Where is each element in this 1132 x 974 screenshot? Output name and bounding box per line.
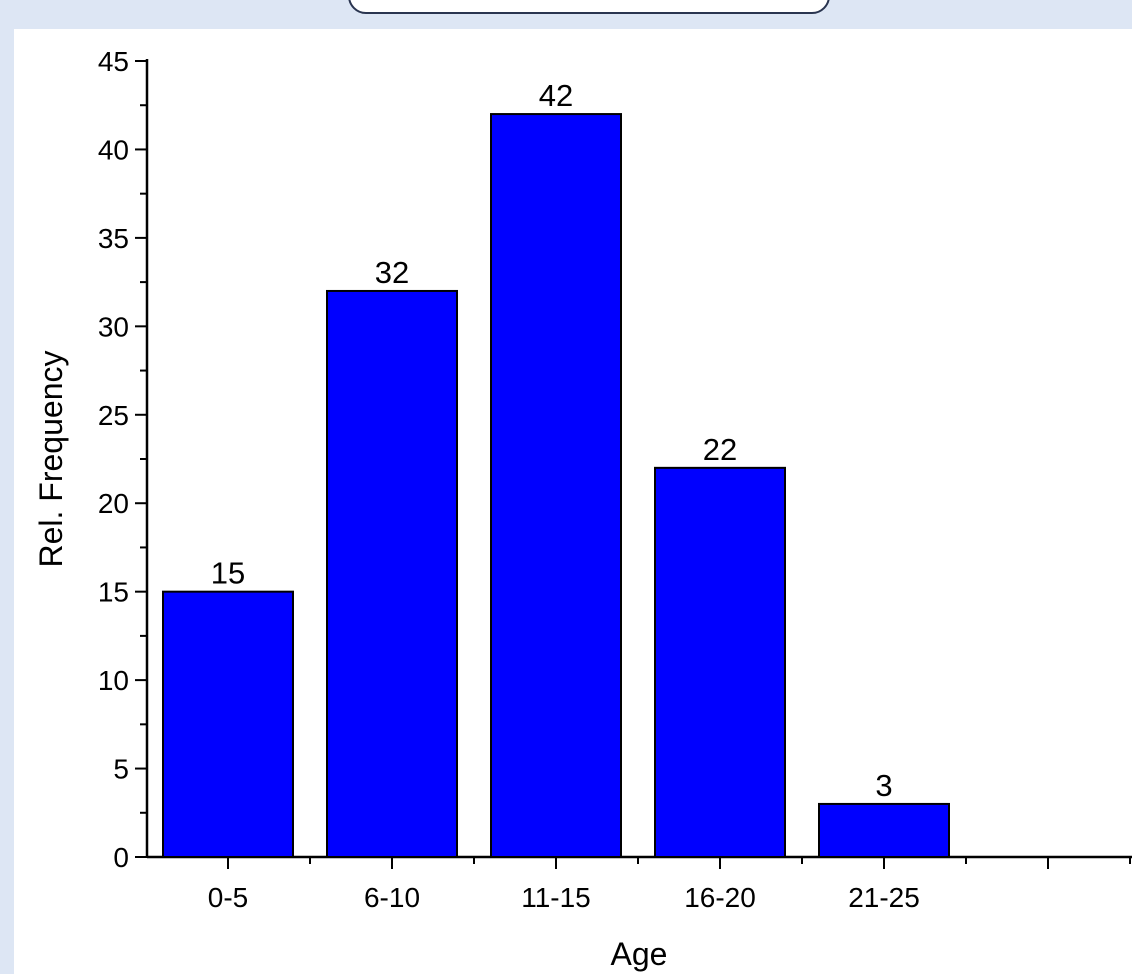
bar-11-15 xyxy=(490,113,622,859)
bar-6-10 xyxy=(326,289,458,858)
y-tick-label: 20 xyxy=(98,488,129,519)
x-tick-label: 16-20 xyxy=(684,882,756,913)
data-label-11-15: 42 xyxy=(539,78,573,113)
x-tick-label: 6-10 xyxy=(364,882,420,913)
bar-0-5 xyxy=(162,590,294,859)
data-label-0-5: 15 xyxy=(211,556,245,591)
y-tick-label: 5 xyxy=(113,754,129,785)
bar-21-25 xyxy=(818,802,950,859)
y-tick-label: 25 xyxy=(98,400,129,431)
chart-canvas: 0 5 10 15 20 25 30 35 40 45 0-5 6-10 11-15 16-20 21-25… xyxy=(14,29,1132,974)
y-tick-label: 10 xyxy=(98,665,129,696)
bars xyxy=(162,113,950,859)
y-tick-label: 45 xyxy=(98,46,129,77)
y-tick-label: 40 xyxy=(98,134,129,165)
x-tick-label: 11-15 xyxy=(521,882,591,913)
top-tab-decoration xyxy=(348,0,830,14)
bar-16-20 xyxy=(654,466,786,858)
data-label-21-25: 3 xyxy=(875,768,892,803)
data-labels: 15 32 42 22 3 xyxy=(211,78,893,803)
y-axis-title: Rel. Frequency xyxy=(33,351,69,568)
x-tick-label: 0-5 xyxy=(208,882,248,913)
y-tick-label: 35 xyxy=(98,223,129,254)
bar-chart: 0 5 10 15 20 25 30 35 40 45 0-5 6-10 11-15 16-20 21-25… xyxy=(33,46,1132,972)
data-label-6-10: 32 xyxy=(375,255,409,290)
y-tick-label: 30 xyxy=(98,311,129,342)
y-tick-label: 15 xyxy=(98,577,129,608)
x-axis-title: Age xyxy=(611,936,668,972)
x-tick-label: 21-25 xyxy=(848,882,920,913)
y-tick-label: 0 xyxy=(113,842,129,873)
axes: 0 5 10 15 20 25 30 35 40 45 0-5 6-10 11-15 16-20 21-25 xyxy=(98,46,1132,913)
data-label-16-20: 22 xyxy=(703,432,737,467)
